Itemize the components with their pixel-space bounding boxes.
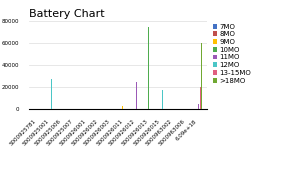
- Text: Battery Chart: Battery Chart: [29, 9, 104, 19]
- Bar: [198, 104, 199, 109]
- Legend: 7MO, 8MO, 9MO, 10MO, 11MO, 12MO, 13-15MO, >18MO: 7MO, 8MO, 9MO, 10MO, 11MO, 12MO, 13-15MO…: [212, 23, 252, 84]
- Bar: [122, 106, 123, 109]
- Bar: [162, 90, 163, 109]
- Bar: [51, 79, 52, 109]
- Bar: [136, 82, 137, 109]
- Bar: [200, 87, 201, 109]
- Bar: [148, 27, 149, 109]
- Bar: [201, 43, 202, 109]
